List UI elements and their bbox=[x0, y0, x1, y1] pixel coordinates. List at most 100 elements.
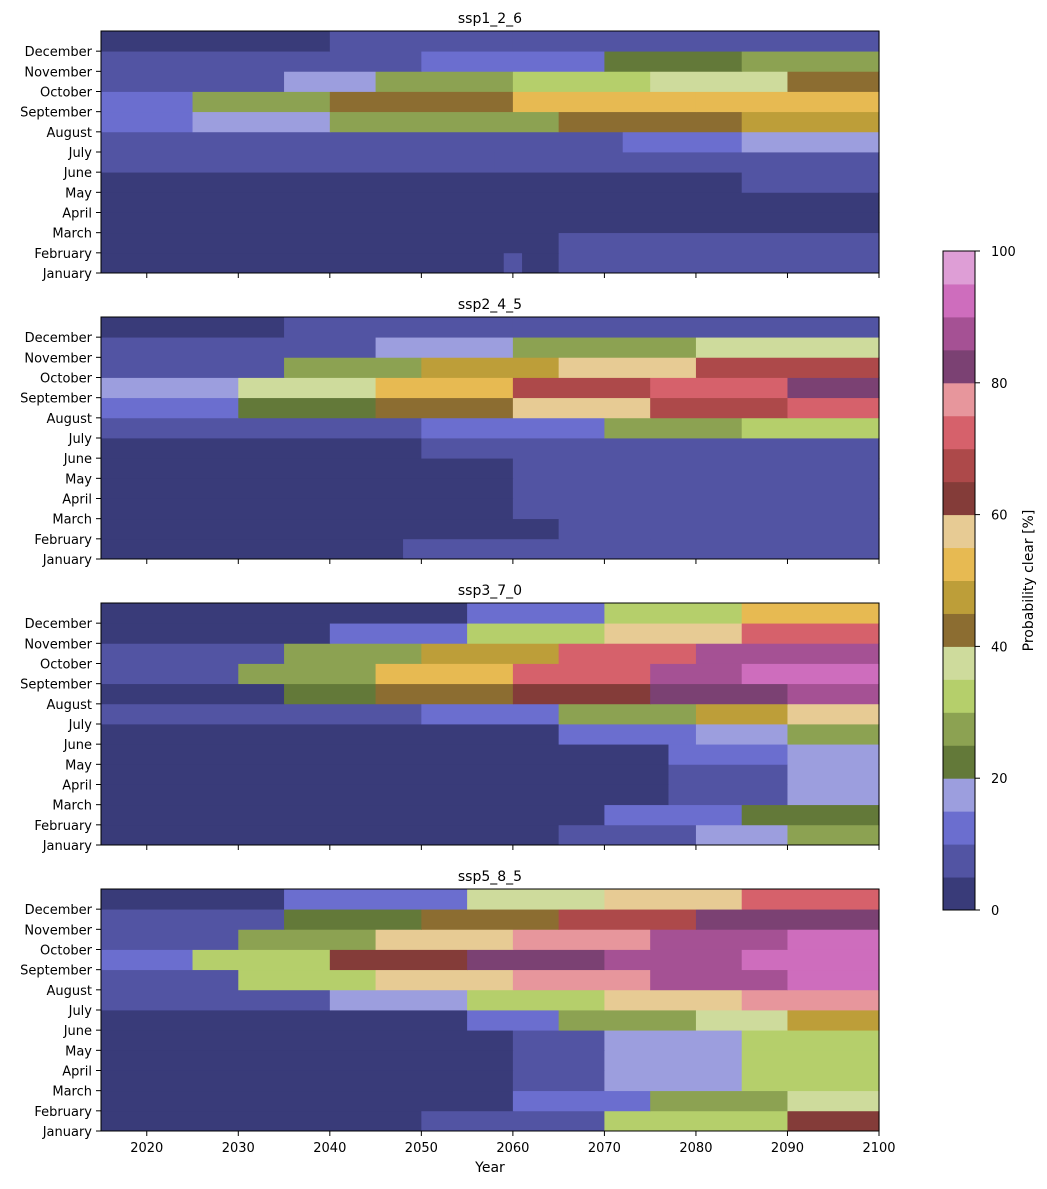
heatmap-cell bbox=[101, 478, 514, 499]
y-tick-label: February bbox=[34, 1105, 92, 1120]
heatmap-cell bbox=[238, 969, 377, 991]
colorbar-bin bbox=[943, 547, 975, 581]
heatmap-cell bbox=[101, 764, 670, 785]
y-tick-label: October bbox=[40, 944, 93, 959]
y-tick-label: August bbox=[47, 126, 93, 141]
heatmap-cell bbox=[512, 317, 880, 338]
heatmap-cell bbox=[329, 949, 468, 971]
colorbar-bin bbox=[943, 481, 975, 516]
y-tick-label: December bbox=[25, 45, 93, 60]
heatmap-cell bbox=[101, 784, 670, 806]
heatmap-cell bbox=[192, 111, 331, 133]
heatmap-cell bbox=[101, 317, 285, 338]
heatmap-cell bbox=[650, 71, 789, 92]
heatmap-cell bbox=[284, 357, 422, 378]
y-tick-label: February bbox=[34, 533, 92, 548]
heatmap-cell bbox=[284, 909, 422, 930]
heatmap-cell bbox=[741, 51, 880, 72]
y-tick-label: August bbox=[47, 698, 93, 713]
heatmap-cell bbox=[101, 703, 422, 725]
colorbar-tick-label: 100 bbox=[991, 245, 1016, 260]
y-tick-label: November bbox=[24, 923, 92, 938]
heatmap-cell bbox=[787, 929, 880, 950]
heatmap-cell bbox=[787, 744, 880, 765]
colorbar-bin bbox=[943, 251, 975, 285]
heatmap-cell bbox=[558, 1010, 697, 1031]
heatmap-cell bbox=[741, 663, 880, 685]
y-tick-label: December bbox=[25, 331, 93, 346]
y-tick-label: November bbox=[24, 65, 92, 80]
heatmap-cell bbox=[329, 91, 514, 113]
heatmap-cell bbox=[512, 71, 651, 92]
heatmap-cell bbox=[403, 538, 651, 560]
heatmap-cell bbox=[101, 683, 285, 705]
heatmap-cell bbox=[284, 643, 422, 664]
heatmap-cell bbox=[467, 989, 606, 1011]
y-tick-label: July bbox=[68, 1004, 93, 1019]
heatmap-cell bbox=[787, 71, 880, 92]
heatmap-cell bbox=[741, 949, 880, 971]
heatmap-cell bbox=[695, 91, 880, 113]
panel-ssp5_8_5: ssp5_8_5 January February March April May June… bbox=[20, 869, 880, 1140]
heatmap-cell bbox=[284, 683, 377, 705]
heatmap-cell bbox=[467, 949, 606, 971]
heatmap-cell bbox=[741, 131, 880, 153]
colorbar-bin bbox=[943, 679, 975, 713]
heatmap-cell bbox=[558, 724, 697, 745]
heatmap-cell bbox=[329, 31, 514, 52]
colorbar-tick-label: 80 bbox=[991, 377, 1008, 392]
heatmap-cell bbox=[467, 623, 606, 644]
y-tick-label: November bbox=[24, 637, 92, 652]
heatmap-cell bbox=[787, 724, 880, 745]
heatmap-cell bbox=[421, 438, 880, 459]
heatmap-cell bbox=[558, 643, 697, 664]
heatmap-cell bbox=[695, 909, 880, 930]
heatmap-cell bbox=[695, 643, 880, 664]
heatmap-cell bbox=[604, 949, 743, 971]
y-tick-label: January bbox=[42, 267, 93, 282]
heatmap-cell bbox=[101, 949, 194, 971]
heatmap-cell bbox=[787, 784, 880, 806]
heatmap-cell bbox=[741, 172, 880, 193]
heatmap-cell bbox=[101, 804, 606, 826]
heatmap-cell bbox=[512, 1050, 606, 1071]
heatmap-cell bbox=[329, 623, 468, 644]
x-tick-label: 2060 bbox=[496, 1141, 529, 1156]
heatmap-cell bbox=[650, 538, 880, 560]
heatmap-cell bbox=[741, 889, 880, 910]
heatmap-cell bbox=[101, 969, 239, 991]
heatmap-cell bbox=[101, 397, 239, 419]
y-tick-label: December bbox=[25, 617, 93, 632]
heatmap-cell bbox=[101, 724, 560, 745]
y-tick-label: May bbox=[65, 1044, 92, 1059]
heatmap-cell bbox=[604, 889, 743, 910]
heatmap-cell bbox=[101, 131, 624, 153]
heatmap-cell bbox=[375, 397, 514, 419]
colorbar-bin bbox=[943, 877, 975, 911]
heatmap-cell bbox=[101, 929, 239, 950]
heatmap-cell bbox=[695, 724, 789, 745]
heatmap-cell bbox=[329, 989, 468, 1011]
heatmap-cell bbox=[101, 1030, 514, 1051]
heatmap-cell bbox=[650, 683, 789, 705]
heatmap-cell bbox=[604, 51, 743, 72]
y-tick-label: January bbox=[42, 553, 93, 568]
heatmap-cell bbox=[101, 1090, 514, 1112]
heatmap-cell bbox=[467, 603, 606, 624]
heatmap-cell bbox=[101, 458, 514, 479]
panel-title: ssp2_4_5 bbox=[458, 297, 522, 313]
x-tick-label: 2050 bbox=[405, 1141, 438, 1156]
heatmap-cell bbox=[741, 1050, 880, 1071]
heatmap-cell bbox=[375, 337, 514, 358]
y-tick-label: May bbox=[65, 186, 92, 201]
y-tick-label: April bbox=[62, 207, 92, 222]
heatmap-cell bbox=[787, 824, 880, 846]
colorbar-bin bbox=[943, 349, 975, 384]
heatmap-cell bbox=[668, 744, 789, 765]
panel-title: ssp3_7_0 bbox=[458, 583, 522, 599]
heatmap-cell bbox=[512, 1070, 606, 1092]
y-tick-label: May bbox=[65, 472, 92, 487]
x-tick-label: 2080 bbox=[679, 1141, 712, 1156]
heatmap-cell bbox=[695, 703, 789, 725]
heatmap-cell bbox=[101, 623, 331, 644]
